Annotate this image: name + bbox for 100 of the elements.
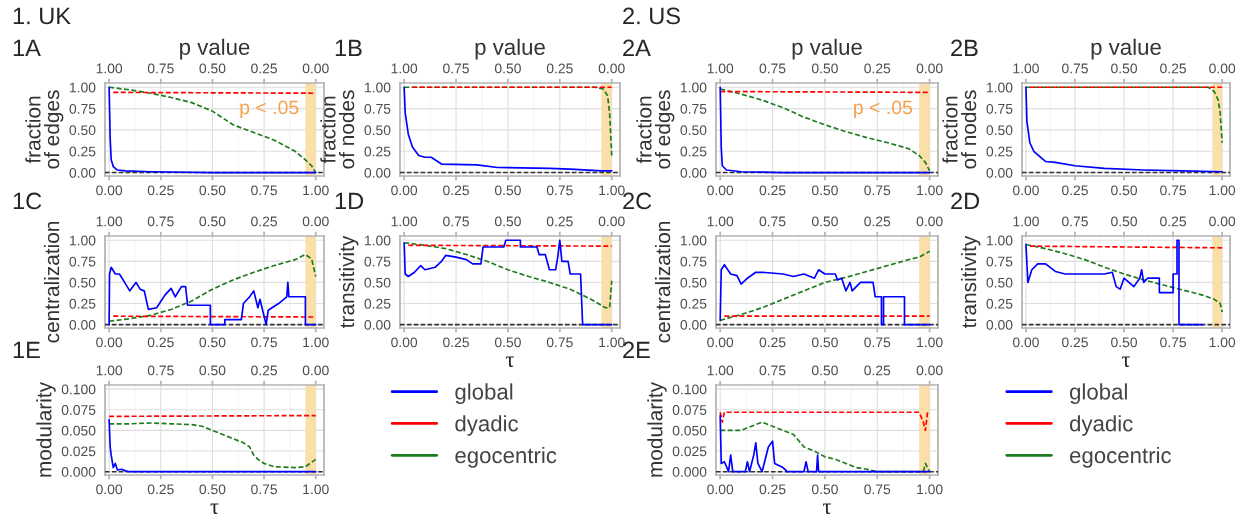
x2-tick-label: 0.75	[1062, 63, 1088, 74]
x2-tick-label: 0.75	[147, 216, 174, 227]
y-tick-label: 0.00	[69, 319, 96, 330]
x2-tick-label: 0.00	[1209, 63, 1236, 74]
x-tick-label: 1.00	[917, 337, 943, 348]
y-tick-label: 0.25	[680, 298, 707, 309]
y-tick-label: 1.00	[987, 235, 1013, 246]
x-tick-label: 0.00	[96, 484, 123, 495]
y-axis-title: modularity	[647, 381, 667, 477]
y-axis-title: centralization	[654, 221, 671, 343]
x-tick-label: 1.00	[599, 185, 625, 196]
x-tick-label: 0.75	[1160, 185, 1187, 196]
x2-tick-label: 1.00	[707, 365, 734, 376]
x-tick-label: 1.00	[1209, 337, 1236, 348]
x2-tick-label: 0.75	[759, 216, 786, 227]
x-tick-label: 0.00	[96, 337, 123, 348]
y-tick-label: 0.00	[986, 167, 1013, 178]
band-label: p < .05	[240, 100, 299, 119]
x2-tick-label: 0.75	[1062, 216, 1088, 227]
legend-label: global	[1070, 383, 1127, 405]
x-tick-label: 0.25	[443, 185, 469, 196]
chart-title: 1A	[13, 39, 41, 57]
x2-tick-label: 0.25	[864, 63, 891, 74]
y-tick-label: 0.050	[672, 425, 707, 436]
y-tick-label: 0.00	[680, 319, 707, 330]
x-tick-label: 0.25	[147, 337, 174, 348]
y-tick-label: 1.00	[681, 82, 707, 93]
x2-tick-label: 0.25	[864, 216, 891, 227]
y-tick-label: 0.075	[61, 405, 96, 415]
y-tick-label: 0.00	[680, 167, 707, 178]
x2-tick-label: 0.25	[1160, 216, 1187, 227]
y-tick-label: 0.75	[986, 103, 1013, 114]
y-tick-label: 1.00	[987, 82, 1013, 93]
x2-tick-label: 0.50	[811, 365, 838, 376]
x-tick-label: 0.75	[864, 484, 891, 495]
x2-tick-label: 1.00	[1013, 216, 1039, 227]
y-tick-label: 0.25	[986, 298, 1013, 309]
x-tick-label: 0.25	[759, 484, 786, 495]
y-tick-label: 1.00	[365, 82, 391, 93]
x-tick-label: 0.75	[1160, 337, 1187, 348]
y-tick-label: 1.00	[70, 235, 96, 246]
x2-tick-label: 1.00	[1013, 63, 1039, 74]
y-tick-label: 0.25	[69, 146, 96, 157]
x-tick-label: 0.75	[546, 185, 573, 196]
y-tick-label: 0.25	[364, 298, 391, 309]
x-tick-label: 0.50	[811, 185, 838, 196]
y-tick-label: 0.100	[61, 384, 96, 395]
legend-label: dyadic	[1070, 415, 1133, 436]
x2-tick-label: 0.00	[598, 63, 625, 74]
chart-title: 1D	[335, 192, 364, 210]
y-axis-title: modularity	[36, 381, 56, 477]
y-tick-label: 0.50	[680, 125, 707, 136]
legend-label: global	[455, 383, 513, 405]
y-tick-label: 0.50	[364, 125, 391, 136]
x2-tick-label: 0.25	[251, 63, 278, 74]
y-tick-label: 1.00	[70, 82, 96, 93]
x-tick-label: 0.00	[707, 337, 734, 348]
y-tick-label: 0.00	[986, 319, 1013, 330]
x2-tick-label: 0.25	[251, 216, 278, 227]
y-tick-label: 0.50	[986, 125, 1013, 136]
x2-tick-label: 1.00	[96, 63, 123, 74]
y-tick-label: 0.000	[672, 467, 707, 477]
y-axis-title: transitivity	[960, 235, 981, 328]
x2-tick-label: 0.00	[916, 365, 943, 376]
x2-tick-label: 0.75	[147, 365, 174, 376]
x-tick-label: 0.75	[864, 185, 891, 196]
x2-tick-label: 0.75	[759, 63, 786, 74]
x-tick-label: 0.50	[494, 185, 521, 196]
x-tick-label: 0.25	[759, 185, 786, 196]
x-tick-label: 0.75	[864, 337, 891, 348]
x2-axis-title: p value	[475, 38, 545, 60]
legend-label: egocentric	[455, 446, 557, 468]
chart-title: 2C	[623, 192, 652, 210]
x2-tick-label: 0.75	[759, 365, 786, 376]
x2-tick-label: 0.75	[443, 216, 469, 227]
x-tick-label: 0.25	[147, 484, 174, 495]
y-axis-title: fraction of nodes	[320, 90, 355, 169]
x2-tick-label: 0.50	[199, 216, 226, 227]
y-tick-label: 0.00	[69, 167, 96, 178]
y-tick-label: 0.75	[69, 103, 96, 114]
y-tick-label: 0.025	[61, 446, 96, 457]
x2-tick-label: 1.00	[96, 365, 123, 376]
x2-tick-label: 0.50	[811, 63, 838, 74]
x-axis-title: τ	[1122, 356, 1130, 367]
x2-tick-label: 0.00	[598, 216, 625, 227]
chart-title: 2A	[623, 39, 651, 57]
x2-tick-label: 0.25	[251, 365, 278, 376]
x-tick-label: 0.50	[811, 337, 838, 348]
legend-label: dyadic	[455, 415, 519, 436]
x2-tick-label: 0.50	[1111, 63, 1138, 74]
x2-tick-label: 0.50	[811, 216, 838, 227]
y-tick-label: 0.050	[61, 425, 96, 436]
x-tick-label: 0.25	[1062, 337, 1088, 348]
x-tick-label: 0.25	[147, 185, 174, 196]
x-tick-label: 0.75	[546, 337, 573, 348]
x2-tick-label: 0.50	[494, 63, 521, 74]
y-tick-label: 0.75	[680, 256, 707, 267]
x-tick-label: 1.00	[1209, 185, 1236, 196]
x2-tick-label: 0.50	[494, 216, 521, 227]
x-tick-label: 0.50	[1111, 337, 1138, 348]
